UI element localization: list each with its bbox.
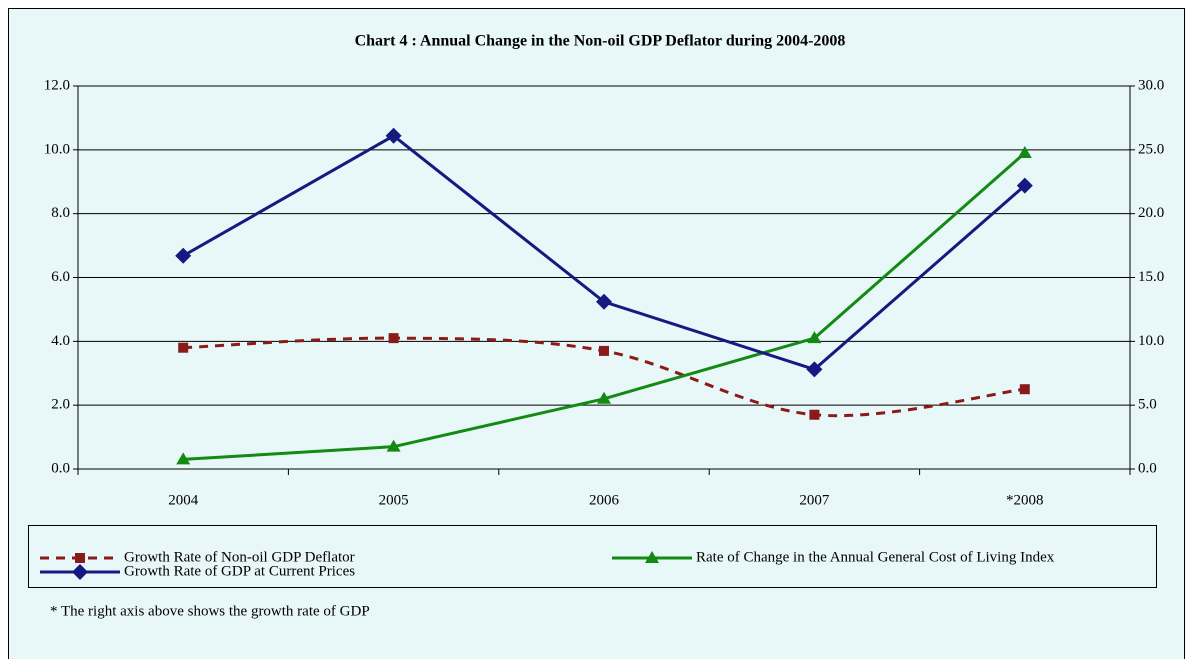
marker xyxy=(1016,177,1033,194)
chart-title: Chart 4 : Annual Change in the Non-oil G… xyxy=(355,33,846,50)
x-tick-label: 2007 xyxy=(799,492,830,508)
y2-tick-label: 15.0 xyxy=(1138,269,1164,285)
y-tick-label: 2.0 xyxy=(51,397,70,413)
note: * The right axis above shows the growth … xyxy=(50,603,370,619)
marker xyxy=(72,564,88,580)
legend-label: Growth Rate of Non-oil GDP Deflator xyxy=(124,549,355,565)
marker xyxy=(596,293,612,310)
marker xyxy=(388,333,399,344)
marker xyxy=(645,551,659,563)
y-tick-label: 10.0 xyxy=(44,141,70,157)
x-tick-label: 2004 xyxy=(168,492,199,508)
chart-frame xyxy=(8,8,1185,659)
marker xyxy=(176,452,191,465)
y-tick-label: 4.0 xyxy=(51,333,70,349)
marker xyxy=(597,391,611,404)
y2-tick-label: 30.0 xyxy=(1138,77,1164,93)
y-tick-label: 6.0 xyxy=(51,269,70,285)
y2-tick-label: 25.0 xyxy=(1138,141,1164,157)
marker xyxy=(1017,146,1032,159)
marker xyxy=(386,439,401,452)
y-tick-label: 12.0 xyxy=(44,77,70,93)
y2-tick-label: 0.0 xyxy=(1138,460,1157,476)
marker xyxy=(806,361,823,378)
marker xyxy=(807,331,822,344)
marker xyxy=(175,247,192,264)
legend-label: Growth Rate of GDP at Current Prices xyxy=(124,563,355,579)
marker xyxy=(599,345,609,356)
marker xyxy=(75,553,85,563)
x-tick-label: 2006 xyxy=(589,492,620,508)
y2-tick-label: 20.0 xyxy=(1138,205,1164,221)
marker xyxy=(385,127,402,144)
marker xyxy=(1019,384,1030,395)
legend-label: Rate of Change in the Annual General Cos… xyxy=(696,549,1055,565)
x-tick-label: *2008 xyxy=(1006,492,1044,508)
legend-frame xyxy=(28,525,1157,588)
x-tick-label: 2005 xyxy=(379,492,409,508)
y2-tick-label: 10.0 xyxy=(1138,333,1164,349)
marker xyxy=(178,342,189,353)
y-tick-label: 8.0 xyxy=(51,205,70,221)
marker xyxy=(809,409,820,420)
y2-tick-label: 5.0 xyxy=(1138,397,1157,413)
y-tick-label: 0.0 xyxy=(51,460,70,476)
